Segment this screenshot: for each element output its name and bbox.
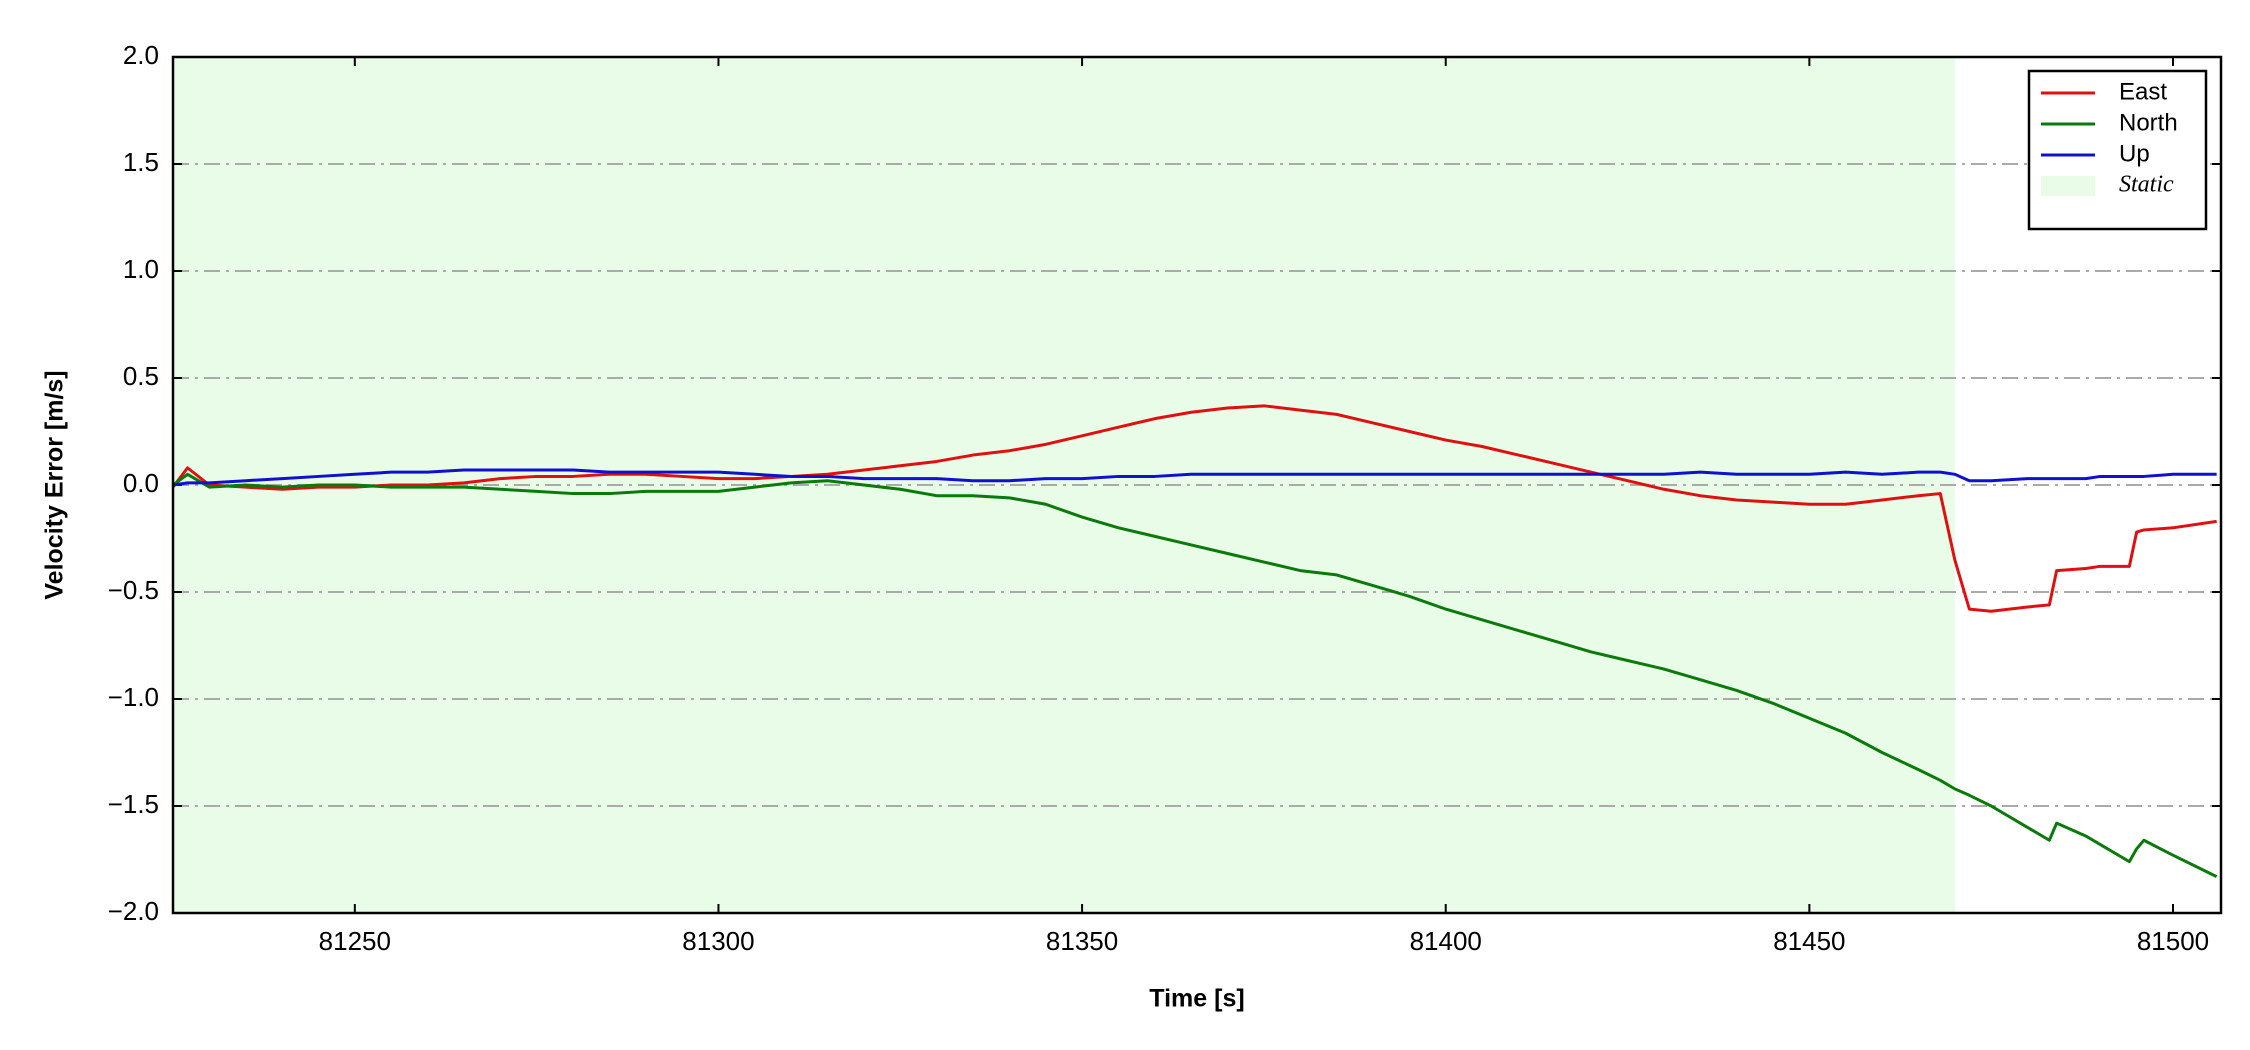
y-tick-label: 2.0	[123, 40, 159, 70]
plot-frame	[171, 55, 2223, 915]
x-tick-label: 81350	[1046, 926, 1118, 956]
series-line	[173, 472, 2218, 878]
x-tick-label: 81300	[682, 926, 754, 956]
legend-label: Up	[2119, 140, 2150, 167]
legend-label: North	[2119, 109, 2178, 136]
y-tick-label: 1.5	[123, 147, 159, 177]
y-tick-label: −2.0	[108, 896, 159, 926]
y-tick-label: 1.0	[123, 254, 159, 284]
series-line	[173, 468, 2217, 487]
series-line	[173, 404, 2217, 613]
x-tick-label: 81400	[1410, 926, 1482, 956]
x-tick-label: 81450	[1773, 926, 1845, 956]
y-tick-label: −0.5	[108, 575, 159, 605]
legend-box	[2027, 69, 2208, 231]
legend-swatch	[2041, 176, 2095, 196]
x-tick-label: 81500	[2137, 926, 2209, 956]
y-tick-label: 0.5	[123, 361, 159, 391]
y-tick-label: −1.0	[108, 682, 159, 712]
y-tick-label: −1.5	[108, 789, 159, 819]
y-tick-label: 0.0	[123, 468, 159, 498]
y-axis-label: Velocity Error [m/s]	[41, 370, 69, 599]
x-tick-label: 81250	[319, 926, 391, 956]
legend-label: Static	[2119, 172, 2174, 198]
legend-label: East	[2119, 78, 2167, 105]
x-axis-label: Time [s]	[1149, 985, 1244, 1013]
